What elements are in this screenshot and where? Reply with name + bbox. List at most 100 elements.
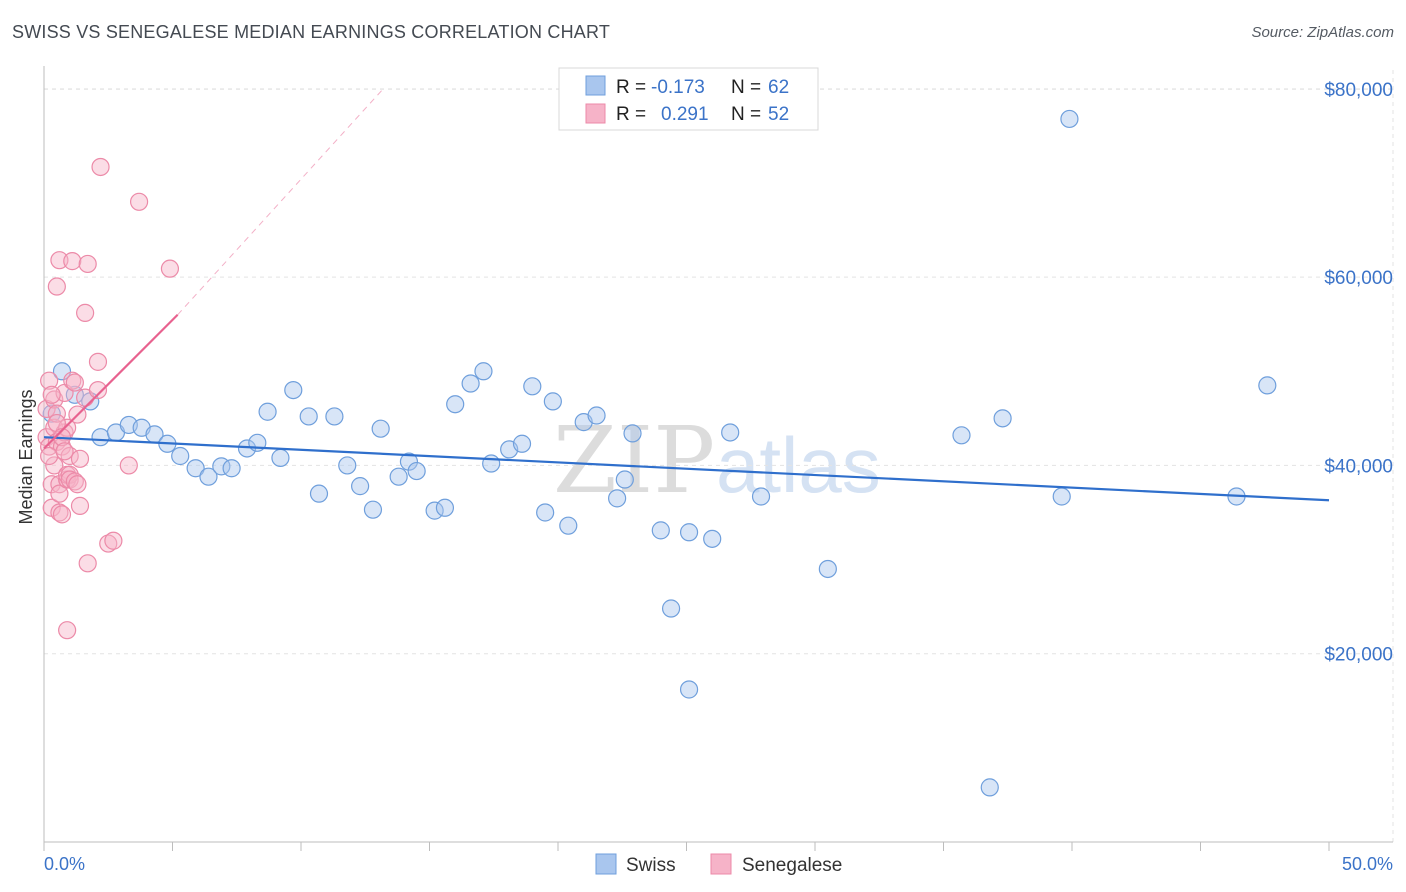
legend-n-value: 52 (768, 104, 789, 125)
senegalese-point (50, 251, 69, 270)
swiss-point (91, 428, 110, 447)
senegalese-point (78, 254, 97, 274)
swiss-point (559, 516, 578, 535)
legend: R = -0.173 N = 62 R = 0.291 N = 52 (558, 67, 819, 131)
series-swiss (42, 109, 1277, 797)
x-tick-labels: 0.0% 50.0% (44, 854, 1393, 874)
swiss-point (703, 529, 722, 548)
senegalese-point (91, 157, 110, 177)
legend-n-label: N = (731, 77, 761, 98)
senegalese-point (129, 192, 149, 211)
legend-r-value: -0.173 (651, 77, 705, 98)
swiss-point (543, 392, 562, 411)
y-tick-label: $20,000 (1324, 645, 1393, 666)
swiss-point (512, 434, 532, 453)
y-tick-label: $60,000 (1324, 268, 1393, 289)
y-tick-label: $40,000 (1324, 456, 1393, 477)
swiss-point (993, 409, 1012, 428)
senegalese-point (47, 277, 66, 296)
swiss-point (389, 467, 408, 486)
senegalese-point (40, 446, 59, 466)
chart-title: SWISS VS SENEGALESE MEDIAN EARNINGS CORR… (12, 22, 611, 42)
swiss-point (615, 470, 634, 489)
swiss-point (338, 456, 357, 475)
swiss-point (351, 477, 370, 496)
senegalese-point (42, 385, 61, 404)
swiss-point (523, 377, 542, 396)
swiss-point (818, 559, 837, 579)
swiss-point (474, 362, 493, 381)
bottom-legend-swatch-swiss (595, 853, 617, 875)
swiss-point (482, 454, 501, 473)
bottom-legend-swatch-senegalese (710, 853, 732, 875)
swiss-point (425, 501, 444, 520)
senegalese-point (52, 505, 72, 524)
swiss-point (1258, 376, 1277, 395)
senegalese-point (160, 259, 180, 278)
swiss-point (461, 374, 480, 393)
swiss-point (446, 395, 465, 414)
senegalese-point (45, 456, 64, 475)
swiss-point (651, 521, 670, 540)
senegalese-point (119, 456, 138, 475)
swiss-point (399, 452, 419, 471)
swiss-point (721, 423, 740, 442)
senegalese-point (104, 531, 123, 550)
y-tick-labels: $20,000 $40,000 $60,000 $80,000 (1324, 80, 1393, 666)
swiss-point (199, 467, 218, 486)
swiss-point (363, 500, 383, 519)
legend-swatch-swiss (585, 75, 606, 96)
senegalese-point (65, 373, 84, 392)
bottom-legend: Swiss Senegalese (595, 853, 842, 876)
swiss-point (186, 459, 205, 478)
x-tick-label-min: 0.0% (44, 854, 85, 874)
series-senegalese (37, 157, 180, 640)
swiss-point (284, 380, 303, 400)
senegalese-point (70, 449, 90, 468)
legend-n-label: N = (731, 104, 761, 125)
senegalese-point (58, 621, 77, 640)
legend-n-value: 62 (768, 77, 789, 98)
swiss-point (299, 407, 318, 426)
senegalese-point (55, 423, 74, 442)
senegalese-point (40, 371, 59, 390)
swiss-point (679, 523, 699, 542)
senegalese-point (50, 503, 69, 522)
swiss-point (435, 498, 455, 517)
senegalese-point (88, 352, 108, 371)
series-layer (37, 109, 1277, 797)
swiss-point (608, 489, 627, 508)
senegalese-point (55, 442, 74, 461)
senegalese-point (78, 554, 97, 573)
swiss-point (661, 599, 681, 618)
senegalese-point (70, 496, 90, 515)
senegalese-point (76, 303, 95, 322)
senegalese-trend-line (43, 314, 179, 450)
senegalese-point (45, 390, 64, 409)
senegalese-point (65, 472, 84, 491)
senegalese-point (47, 413, 66, 433)
senegalese-point (88, 380, 108, 400)
swiss-point (980, 778, 999, 797)
legend-swatch-senegalese (585, 103, 606, 124)
y-axis-label: Median Earnings (16, 389, 36, 524)
y-tick-label: $80,000 (1324, 80, 1393, 101)
bottom-legend-label-swiss: Swiss (626, 855, 676, 876)
senegalese-point (50, 484, 69, 503)
swiss-trend-line (43, 436, 1330, 502)
swiss-point (371, 419, 390, 438)
swiss-point (222, 459, 241, 478)
senegalese-trend-extension (177, 88, 384, 316)
trend-layer (43, 88, 1330, 502)
senegalese-point (47, 404, 66, 423)
senegalese-point (68, 475, 87, 494)
senegalese-point (58, 418, 77, 437)
swiss-point (407, 461, 426, 481)
senegalese-point (63, 371, 82, 390)
senegalese-point (37, 399, 56, 419)
senegalese-point (99, 534, 118, 553)
swiss-point (679, 680, 699, 699)
legend-r-label: R = (616, 104, 646, 125)
source-label: Source: ZipAtlas.com (1251, 24, 1394, 41)
swiss-point (751, 487, 771, 506)
